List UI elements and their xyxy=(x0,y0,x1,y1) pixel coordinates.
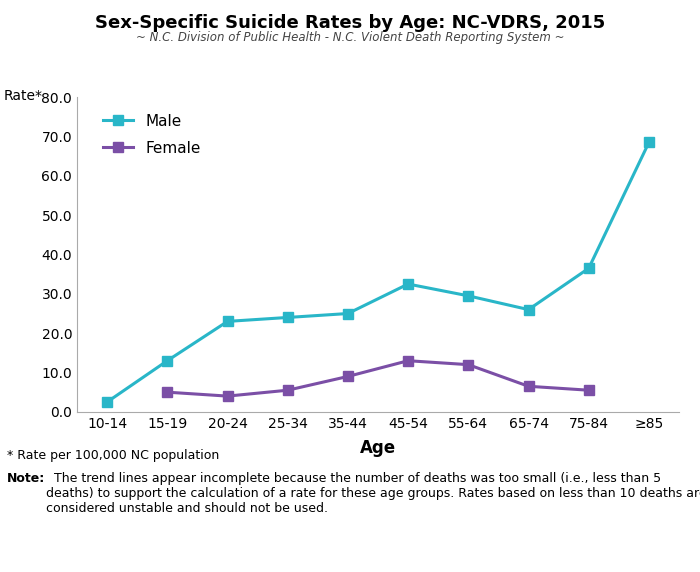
Text: Note:: Note: xyxy=(7,472,46,485)
Text: * Rate per 100,000 NC population: * Rate per 100,000 NC population xyxy=(7,449,219,462)
Text: Sex-Specific Suicide Rates by Age: NC-VDRS, 2015: Sex-Specific Suicide Rates by Age: NC-VD… xyxy=(95,14,605,32)
Text: Rate*: Rate* xyxy=(4,89,43,102)
Text: ~ N.C. Division of Public Health - N.C. Violent Death Reporting System ~: ~ N.C. Division of Public Health - N.C. … xyxy=(136,31,564,45)
X-axis label: Age: Age xyxy=(360,439,396,457)
Text: The trend lines appear incomplete because the number of deaths was too small (i.: The trend lines appear incomplete becaus… xyxy=(46,472,700,515)
Legend: Male, Female: Male, Female xyxy=(97,108,207,162)
